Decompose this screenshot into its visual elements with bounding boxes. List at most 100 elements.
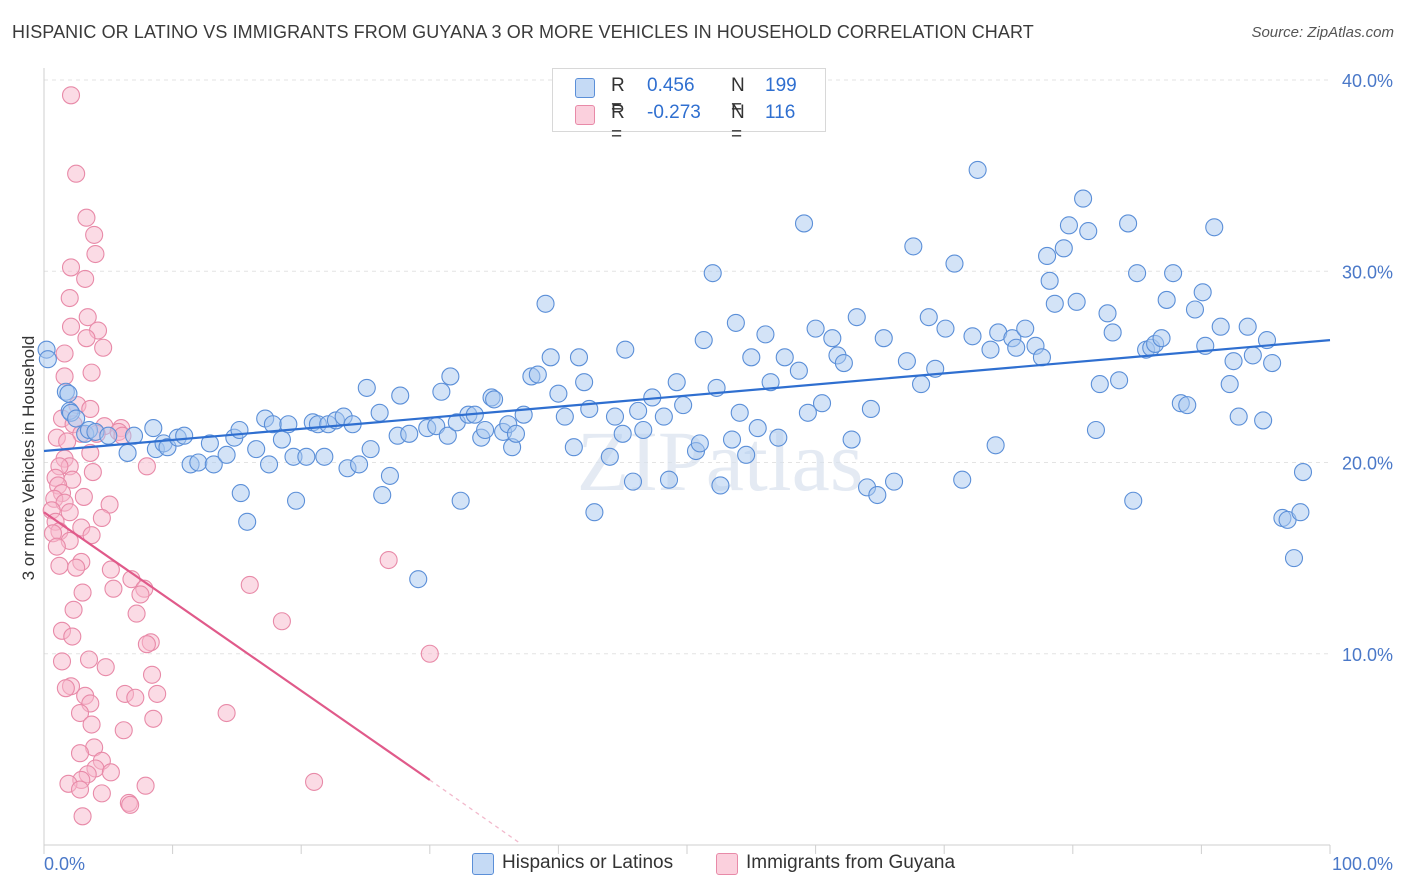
- data-point: [1079, 222, 1098, 241]
- data-point: [616, 340, 635, 359]
- gridlines: [44, 79, 1330, 655]
- data-point: [81, 399, 100, 419]
- data-point: [1032, 348, 1051, 367]
- data-point: [137, 457, 156, 476]
- data-point: [55, 367, 74, 386]
- data-point: [391, 386, 410, 405]
- data-point: [231, 484, 250, 503]
- data-point: [623, 472, 643, 491]
- data-point: [200, 434, 219, 453]
- data-point: [144, 709, 163, 728]
- data-point: [794, 214, 814, 233]
- data-point: [82, 526, 101, 545]
- data-point: [118, 443, 137, 462]
- data-point: [92, 784, 111, 803]
- data-point: [936, 319, 955, 338]
- y-axis-title: 3 or more Vehicles in Household: [19, 336, 38, 581]
- data-point: [432, 382, 451, 401]
- data-point: [812, 394, 832, 413]
- data-point: [64, 600, 83, 619]
- legend-n-value: 116: [765, 102, 796, 123]
- legend-n-value: 199: [765, 75, 797, 96]
- data-point: [506, 424, 526, 443]
- legend-swatch-pink: [716, 853, 738, 875]
- data-point: [1211, 317, 1230, 336]
- data-point: [63, 627, 82, 646]
- data-point: [1229, 407, 1248, 426]
- data-point: [1291, 503, 1310, 522]
- data-point: [60, 503, 79, 522]
- data-point: [756, 325, 775, 344]
- data-point: [137, 635, 156, 654]
- data-point: [897, 352, 916, 371]
- data-point: [92, 508, 111, 528]
- data-point: [485, 390, 504, 409]
- data-point: [55, 344, 74, 363]
- data-point: [259, 455, 279, 474]
- data-point: [575, 373, 594, 392]
- data-point: [50, 556, 69, 575]
- data-point: [654, 407, 673, 426]
- data-point: [127, 604, 146, 623]
- data-point: [919, 308, 938, 327]
- data-point: [963, 327, 982, 346]
- data-point: [569, 348, 589, 367]
- data-point: [536, 294, 555, 313]
- data-point: [842, 430, 861, 449]
- data-point: [101, 763, 120, 782]
- data-point: [874, 329, 893, 348]
- data-point: [1059, 216, 1078, 235]
- data-point: [1293, 463, 1313, 482]
- data-point: [400, 424, 419, 443]
- data-point: [77, 329, 96, 348]
- chart-title: HISPANIC OR LATINO VS IMMIGRANTS FROM GU…: [12, 22, 1034, 42]
- data-point: [85, 225, 104, 244]
- data-point: [742, 348, 761, 367]
- data-point: [136, 776, 155, 795]
- data-point: [1263, 353, 1282, 373]
- data-point: [420, 644, 439, 663]
- data-point: [238, 512, 257, 531]
- data-point: [76, 269, 95, 288]
- data-point: [667, 373, 686, 392]
- data-point: [703, 264, 722, 283]
- data-point: [67, 558, 86, 577]
- data-point: [1086, 420, 1105, 440]
- axes: [43, 68, 1331, 854]
- data-point: [247, 440, 266, 459]
- legend-swatch-blue: [472, 853, 494, 875]
- data-point: [272, 430, 291, 449]
- y-tick-labels: 10.0% 20.0% 30.0% 40.0%: [1342, 71, 1393, 665]
- data-point: [1124, 491, 1143, 510]
- data-point: [861, 399, 880, 419]
- data-point: [541, 348, 560, 367]
- data-point: [1045, 294, 1064, 313]
- data-point: [1205, 218, 1224, 237]
- data-point: [981, 340, 1000, 359]
- legend-n-label: N =: [731, 102, 745, 145]
- data-point: [131, 585, 150, 604]
- data-point: [99, 426, 118, 445]
- data-point: [904, 237, 923, 256]
- data-point: [73, 583, 92, 602]
- data-point: [1128, 264, 1147, 283]
- data-point: [67, 164, 86, 183]
- data-point: [217, 445, 236, 464]
- x-tick-label-max: 100.0%: [1332, 854, 1393, 874]
- data-point: [1224, 352, 1243, 371]
- data-point: [70, 703, 90, 723]
- data-point: [1098, 304, 1117, 323]
- data-point: [83, 463, 102, 482]
- data-point: [451, 491, 470, 510]
- trend-line-guyana-extension: [429, 779, 521, 844]
- legend-label: Immigrants from Guyana: [746, 852, 956, 873]
- data-point: [1164, 264, 1183, 283]
- data-point: [737, 445, 756, 464]
- data-point: [104, 579, 123, 598]
- data-point: [78, 308, 97, 327]
- data-point: [70, 780, 90, 799]
- trend-line-hispanic: [43, 339, 1331, 453]
- data-point: [986, 436, 1005, 455]
- data-point: [315, 447, 334, 466]
